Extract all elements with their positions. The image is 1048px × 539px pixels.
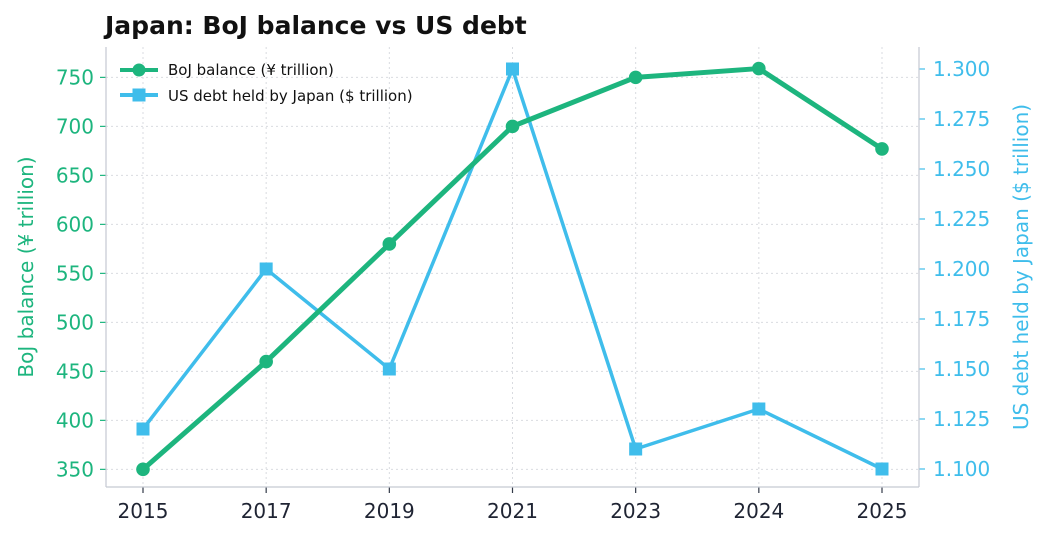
y-left-tick-label: 600 (56, 212, 94, 236)
data-point-boj (628, 70, 643, 85)
y-right-tick-label: 1.225 (933, 207, 990, 231)
x-tick-label: 2025 (857, 499, 908, 523)
data-point-us-debt (875, 462, 889, 476)
data-point-boj (382, 237, 397, 251)
legend-item-us-debt: US debt held by Japan ($ trillion) (120, 87, 413, 105)
y-right-tick-label: 1.200 (933, 257, 990, 281)
y-axis-right-label: US debt held by Japan ($ trillion) (1009, 104, 1033, 430)
data-point-us-debt (752, 402, 766, 416)
grid (106, 47, 919, 487)
data-point-boj (505, 119, 520, 134)
x-tick-label: 2021 (487, 499, 538, 523)
x-tick-label: 2017 (241, 499, 292, 523)
y-right-tick-label: 1.300 (933, 57, 990, 81)
y-right-tick-label: 1.125 (933, 407, 990, 431)
x-tick-label: 2019 (364, 499, 415, 523)
legend: BoJ balance (¥ trillion) US debt held by… (120, 61, 413, 105)
y-right-tick-label: 1.175 (933, 307, 990, 331)
data-point-us-debt (382, 362, 396, 376)
axes: 2015 2017 2019 2021 2023 2024 2025 350 400 450 500… (56, 47, 990, 523)
x-tick-label: 2023 (610, 499, 661, 523)
data-point-boj (875, 142, 889, 156)
data-point-boj (752, 61, 766, 76)
y-left-tick-label: 450 (56, 359, 94, 383)
data-point-us-debt (629, 442, 643, 456)
y-right-tick-label: 1.100 (933, 457, 990, 481)
y-left-tick-label: 350 (56, 457, 94, 481)
y-left-tick-label: 550 (56, 261, 94, 285)
y-right-tick-label: 1.275 (933, 107, 990, 131)
y-axis-left-label: BoJ balance (¥ trillion) (14, 156, 38, 377)
chart-title: Japan: BoJ balance vs US debt (103, 11, 527, 40)
legend-label-us-debt: US debt held by Japan ($ trillion) (168, 87, 413, 105)
y-right-tick-label: 1.150 (933, 357, 990, 381)
series (136, 61, 889, 477)
data-point-boj (136, 462, 150, 477)
legend-marker-boj (132, 63, 146, 77)
data-point-us-debt (136, 422, 150, 436)
y-left-tick-label: 650 (56, 163, 94, 187)
legend-marker-us-debt (132, 88, 146, 102)
data-point-boj (259, 354, 273, 369)
data-point-us-debt (506, 62, 519, 76)
y-left-tick-label: 500 (56, 310, 94, 334)
y-left-tick-label: 400 (56, 408, 94, 432)
x-tick-label: 2015 (118, 499, 169, 523)
legend-label-boj: BoJ balance (¥ trillion) (168, 61, 334, 79)
y-left-tick-label: 700 (56, 114, 94, 138)
x-tick-label: 2024 (733, 499, 784, 523)
data-point-us-debt (259, 262, 273, 276)
y-right-tick-label: 1.250 (933, 157, 990, 181)
y-left-tick-label: 750 (56, 65, 94, 89)
legend-item-boj: BoJ balance (¥ trillion) (120, 61, 334, 79)
